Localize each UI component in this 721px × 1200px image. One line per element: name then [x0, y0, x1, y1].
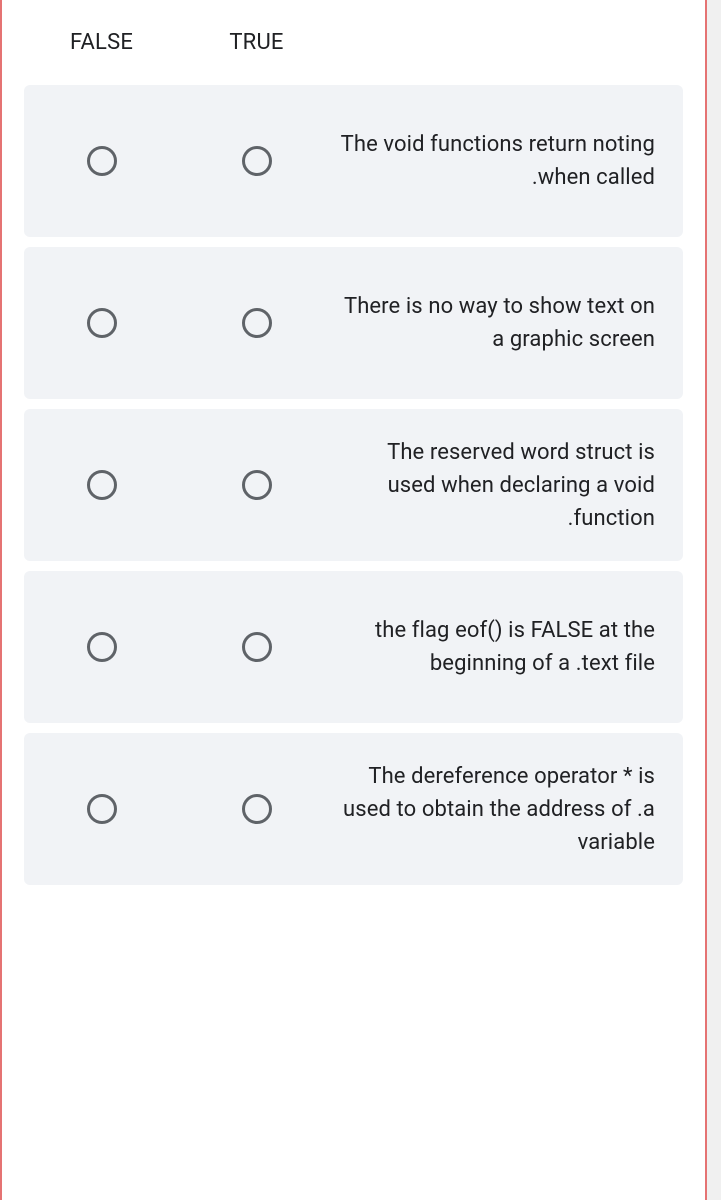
question-text: The reserved word struct is used when de…	[334, 436, 683, 535]
radio-true-4[interactable]	[242, 794, 272, 824]
radio-col-false	[24, 794, 179, 824]
header-row: FALSE TRUE	[24, 0, 683, 85]
radio-false-4[interactable]	[87, 794, 117, 824]
radio-col-false	[24, 470, 179, 500]
question-text: The dereference operator * is used to ob…	[334, 760, 683, 859]
outer-frame: FALSE TRUE The void functions return not…	[0, 0, 721, 1200]
radio-col-false	[24, 146, 179, 176]
header-false: FALSE	[24, 30, 179, 55]
radio-true-0[interactable]	[242, 146, 272, 176]
radio-true-2[interactable]	[242, 470, 272, 500]
question-row: The void functions return noting .when c…	[24, 85, 683, 237]
question-row: The dereference operator * is used to ob…	[24, 733, 683, 885]
radio-col-true	[179, 794, 334, 824]
question-row: the flag eof() is FALSE at the beginning…	[24, 571, 683, 723]
question-text: the flag eof() is FALSE at the beginning…	[334, 614, 683, 680]
radio-false-1[interactable]	[87, 308, 117, 338]
radio-false-3[interactable]	[87, 632, 117, 662]
question-row: There is no way to show text on a graphi…	[24, 247, 683, 399]
radio-col-false	[24, 632, 179, 662]
question-text: There is no way to show text on a graphi…	[334, 290, 683, 356]
radio-col-true	[179, 146, 334, 176]
radio-col-true	[179, 308, 334, 338]
header-spacer	[334, 30, 683, 55]
radio-col-true	[179, 632, 334, 662]
question-text: The void functions return noting .when c…	[334, 128, 683, 194]
radio-col-true	[179, 470, 334, 500]
radio-true-3[interactable]	[242, 632, 272, 662]
radio-col-false	[24, 308, 179, 338]
header-true: TRUE	[179, 30, 334, 55]
radio-false-2[interactable]	[87, 470, 117, 500]
radio-true-1[interactable]	[242, 308, 272, 338]
radio-false-0[interactable]	[87, 146, 117, 176]
question-row: The reserved word struct is used when de…	[24, 409, 683, 561]
form-card: FALSE TRUE The void functions return not…	[0, 0, 707, 1200]
